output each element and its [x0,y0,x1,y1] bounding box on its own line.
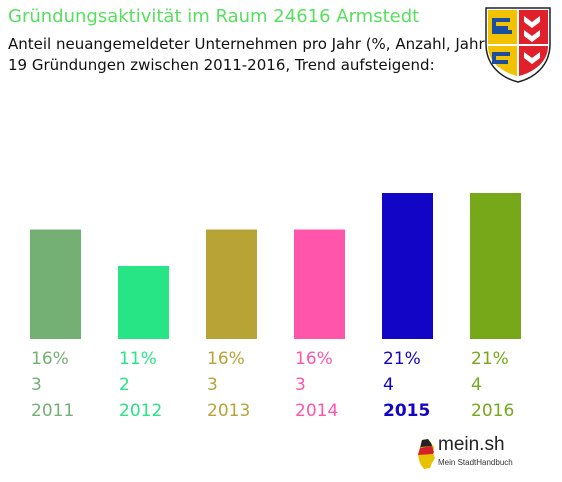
bar-2011 [30,229,81,339]
count-label-2012: 2 [119,375,130,395]
year-label-2014: 2014 [295,401,338,421]
logo-name: mein.sh [438,434,505,455]
logo-tagline: Mein StadtHandbuch [438,458,513,467]
year-label-2011: 2011 [31,401,74,421]
germany-map-icon [418,439,435,469]
bar-2015 [382,193,433,339]
count-label-2014: 3 [295,375,306,395]
bar-2012 [118,266,169,339]
count-label-2011: 3 [31,375,42,395]
percent-label-2012: 11% [119,349,157,369]
bar-2013 [206,229,257,339]
percent-label-2013: 16% [207,349,245,369]
year-label-2015: 2015 [383,401,430,421]
count-label-2013: 3 [207,375,218,395]
chart-subtitle: Anteil neuangemeldeter Unternehmen pro J… [8,35,491,53]
percent-label-2015: 21% [383,349,421,369]
bar-2016 [470,193,521,339]
mein-sh-logo: mein.sh Mein StadtHandbuch [416,434,528,474]
chart-title: Gründungsaktivität im Raum 24616 Armsted… [8,6,420,27]
chart-summary: 19 Gründungen zwischen 2011-2016, Trend … [8,56,435,74]
count-label-2015: 4 [383,375,394,395]
year-label-2012: 2012 [119,401,162,421]
percent-label-2014: 16% [295,349,333,369]
year-label-2013: 2013 [207,401,250,421]
bar-2014 [294,229,345,339]
percent-label-2016: 21% [471,349,509,369]
year-label-2016: 2016 [471,401,514,421]
count-label-2016: 4 [471,375,482,395]
percent-label-2011: 16% [31,349,69,369]
coat-of-arms-icon [485,7,551,83]
